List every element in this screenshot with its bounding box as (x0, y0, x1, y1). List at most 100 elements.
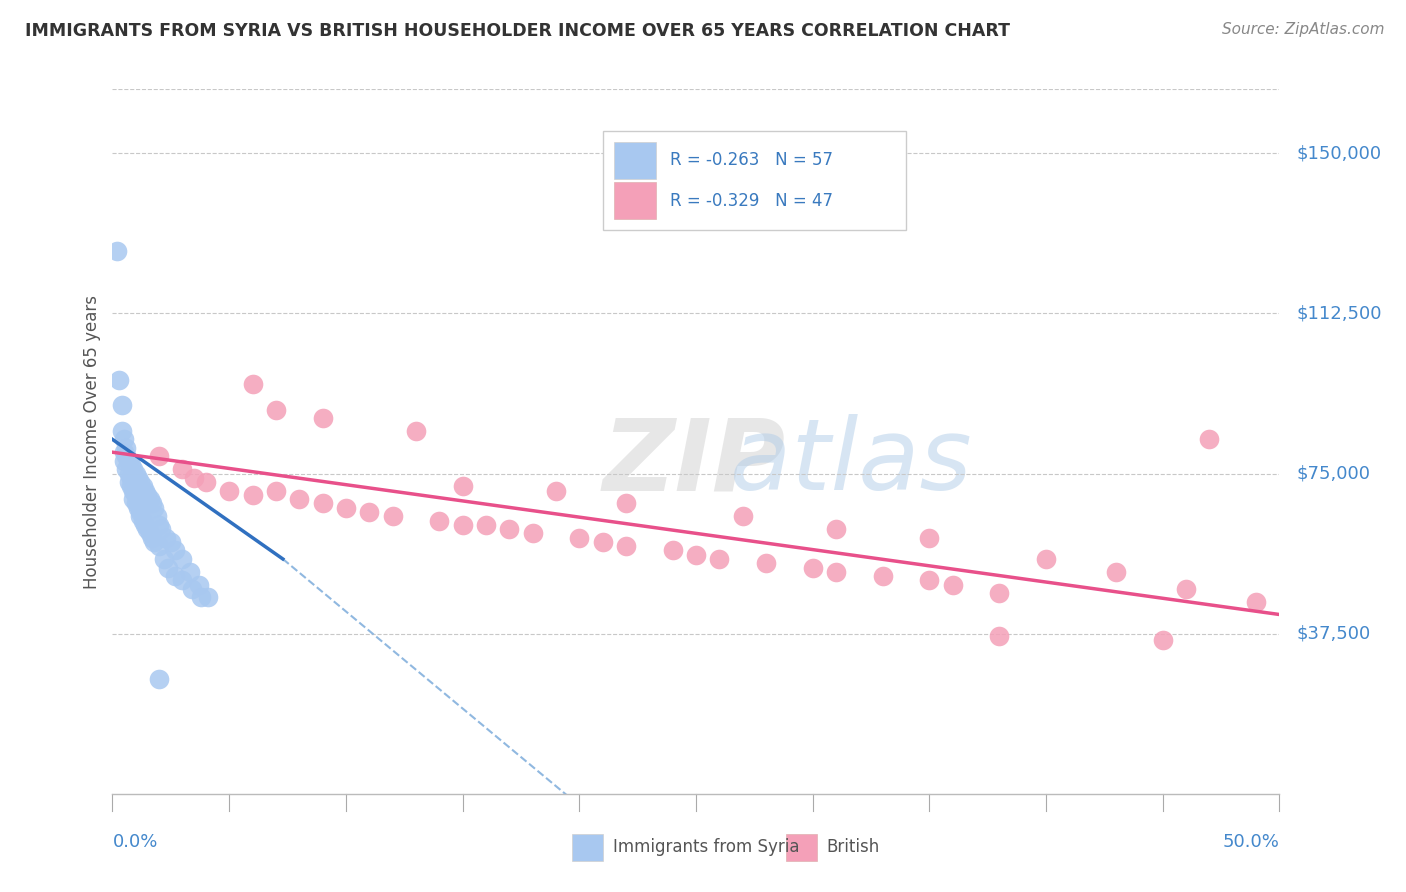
Point (522, 526, 544, 541)
Text: Source: ZipAtlas.com: Source: ZipAtlas.com (1222, 22, 1385, 37)
Point (498, 522, 520, 536)
Point (112, 445, 135, 459)
FancyBboxPatch shape (603, 131, 905, 230)
Point (661, 543, 683, 558)
Point (160, 535, 183, 549)
Point (150, 522, 173, 536)
Text: $75,000: $75,000 (1296, 465, 1371, 483)
Point (918, 574, 941, 588)
Point (120, 471, 142, 485)
Text: Immigrants from Syria: Immigrants from Syria (613, 838, 800, 856)
Point (155, 531, 177, 545)
Point (122, 492, 145, 507)
Point (108, 373, 131, 387)
Text: 50.0%: 50.0% (1223, 832, 1279, 851)
Point (187, 577, 209, 591)
Point (129, 509, 152, 524)
Point (118, 454, 141, 468)
Point (136, 488, 159, 502)
Point (359, 505, 381, 519)
Point (132, 514, 155, 528)
Point (731, 509, 754, 524)
Point (141, 531, 163, 545)
Point (157, 560, 180, 574)
Point (183, 471, 205, 485)
Point (122, 483, 145, 498)
FancyBboxPatch shape (786, 834, 817, 861)
Point (1244, 595, 1267, 609)
Point (451, 517, 474, 532)
Point (143, 500, 166, 515)
Point (148, 539, 170, 553)
Text: British: British (827, 838, 880, 856)
Point (127, 471, 149, 485)
Point (755, 556, 778, 570)
Point (264, 402, 287, 417)
Point (592, 535, 614, 549)
Point (264, 483, 287, 498)
FancyBboxPatch shape (572, 834, 603, 861)
Point (1198, 433, 1220, 447)
Point (148, 672, 170, 686)
Point (112, 454, 135, 468)
Point (180, 582, 202, 596)
Point (427, 514, 450, 528)
Point (146, 509, 169, 524)
Point (614, 539, 637, 553)
Point (125, 488, 148, 502)
Text: $150,000: $150,000 (1296, 145, 1382, 162)
Point (311, 496, 333, 510)
Point (115, 450, 138, 464)
Point (242, 376, 264, 391)
Text: ZIP: ZIP (603, 414, 786, 511)
Text: $37,500: $37,500 (1296, 624, 1371, 643)
Point (825, 565, 848, 579)
Point (115, 441, 138, 455)
Point (801, 560, 824, 574)
Point (125, 467, 148, 481)
Point (118, 467, 141, 481)
Point (115, 462, 138, 476)
Point (1175, 582, 1198, 596)
Y-axis label: Householder Income Over 65 years: Householder Income Over 65 years (83, 294, 101, 589)
Point (129, 505, 152, 519)
Point (172, 574, 194, 588)
Point (112, 433, 135, 447)
Point (134, 483, 156, 498)
Point (111, 398, 134, 412)
Text: atlas: atlas (603, 414, 972, 511)
Point (242, 488, 264, 502)
Text: $112,500: $112,500 (1296, 304, 1382, 322)
Point (172, 552, 194, 566)
Point (825, 522, 848, 536)
Point (568, 531, 591, 545)
Point (405, 424, 427, 438)
Text: R = -0.263   N = 57: R = -0.263 N = 57 (671, 152, 834, 169)
Point (1035, 552, 1057, 566)
Point (122, 462, 145, 476)
Point (120, 458, 142, 472)
Point (111, 424, 134, 438)
Text: 0.0%: 0.0% (112, 832, 157, 851)
Text: R = -0.329   N = 47: R = -0.329 N = 47 (671, 192, 834, 210)
FancyBboxPatch shape (614, 142, 657, 178)
Point (614, 496, 637, 510)
Point (988, 586, 1011, 600)
Point (194, 475, 217, 489)
Point (105, 244, 128, 259)
Point (148, 517, 170, 532)
Point (1152, 633, 1174, 648)
Text: IMMIGRANTS FROM SYRIA VS BRITISH HOUSEHOLDER INCOME OVER 65 YEARS CORRELATION CH: IMMIGRANTS FROM SYRIA VS BRITISH HOUSEHO… (25, 22, 1011, 40)
Point (311, 411, 333, 425)
Point (139, 492, 162, 507)
Point (129, 475, 152, 489)
Point (141, 496, 163, 510)
Point (125, 496, 148, 510)
Point (197, 591, 219, 605)
Point (143, 535, 166, 549)
Point (709, 552, 731, 566)
Point (335, 500, 357, 515)
Point (451, 479, 474, 493)
Point (1105, 565, 1128, 579)
Point (544, 483, 567, 498)
